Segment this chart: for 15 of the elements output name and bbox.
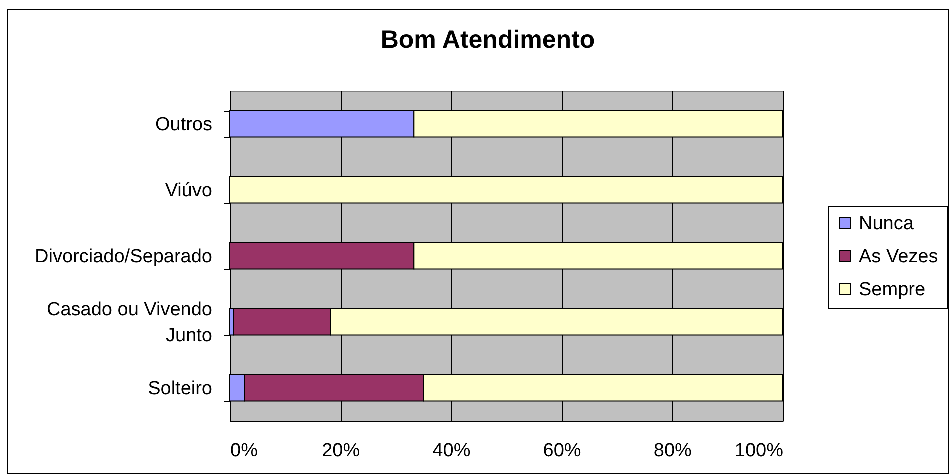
y-tick-label: Divorciado/Separado bbox=[35, 246, 212, 268]
x-tick-label: 60% bbox=[543, 440, 582, 462]
x-tick-label: 20% bbox=[322, 440, 360, 462]
legend-label: Nunca bbox=[859, 214, 914, 234]
y-tick-label: Outros bbox=[155, 114, 212, 136]
legend-label: As Vezes bbox=[859, 246, 938, 268]
y-tick-label: Viúvo bbox=[165, 180, 212, 202]
y-tick-label: Solteiro bbox=[148, 378, 212, 400]
x-tick-label: 0% bbox=[230, 440, 258, 462]
legend-label: Sempre bbox=[859, 280, 926, 300]
chart-title: Bom Atendimento bbox=[380, 26, 596, 54]
x-tick-label: 80% bbox=[654, 440, 692, 462]
x-tick-label: 40% bbox=[432, 440, 471, 462]
y-tick-label: Casado ou Vivendo Junto bbox=[47, 300, 212, 346]
x-tick-label: 100% bbox=[734, 440, 784, 462]
